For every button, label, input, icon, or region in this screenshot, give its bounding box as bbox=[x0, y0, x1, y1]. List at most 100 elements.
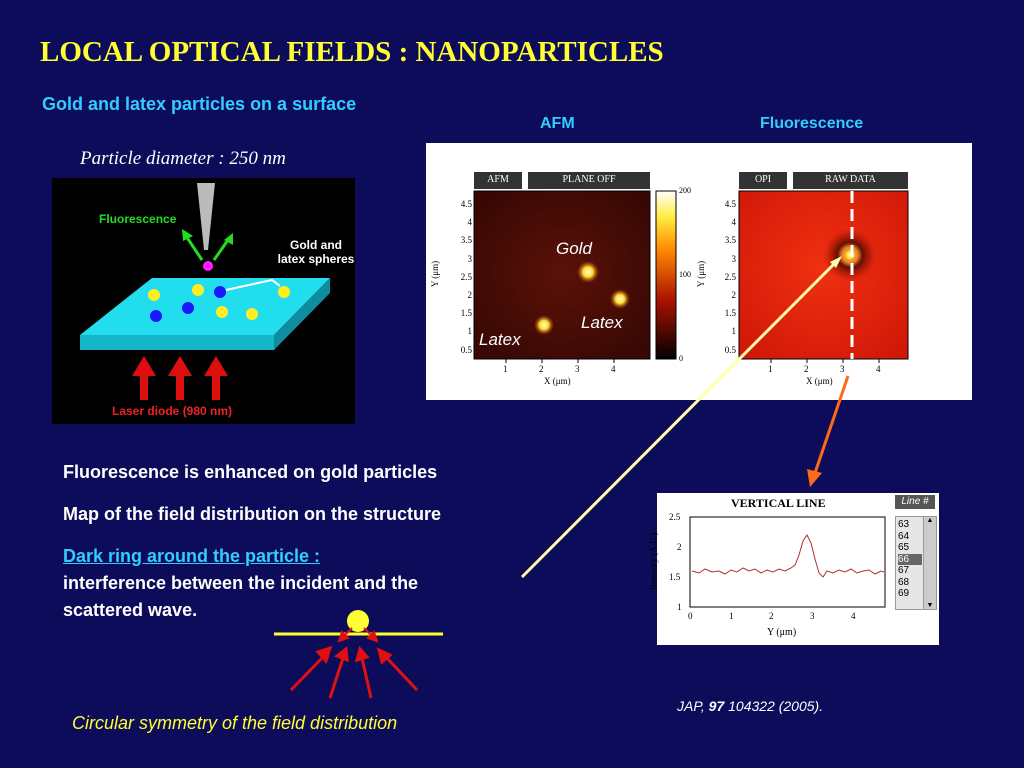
subtitle: Gold and latex particles on a surface bbox=[42, 94, 357, 114]
profile-y-tick: 2 bbox=[677, 542, 682, 552]
profile-y-tick: 1 bbox=[677, 602, 682, 612]
afm-x-label: X (μm) bbox=[544, 376, 571, 386]
fluo-x-tick: 4 bbox=[876, 364, 881, 374]
afm-tab-label[interactable]: AFM bbox=[487, 174, 509, 185]
latex-label-left: Latex bbox=[479, 330, 521, 349]
afm-tab bbox=[474, 172, 522, 189]
fluo-y-tick: 0.5 bbox=[724, 344, 736, 355]
afm-y-tick: 2 bbox=[467, 290, 473, 301]
substrate-front bbox=[80, 335, 274, 350]
line-list-items: 63 64 65 66 67 68 69 bbox=[898, 519, 922, 600]
afm-header: AFM bbox=[540, 115, 575, 132]
plane-off-tab bbox=[528, 172, 650, 189]
latex-particle-spot-2 bbox=[534, 315, 554, 335]
profile-x-tick: 1 bbox=[729, 611, 734, 621]
scroll-up-icon[interactable]: ▲ bbox=[926, 517, 934, 524]
tip-icon bbox=[197, 183, 215, 250]
line-list-item[interactable]: 65 bbox=[898, 542, 910, 553]
profile-title: VERTICAL LINE bbox=[731, 496, 826, 510]
afm-y-tick: 0.5 bbox=[460, 344, 472, 355]
fluo-x-tick: 2 bbox=[804, 364, 809, 374]
line-number-header: Line # bbox=[895, 495, 935, 509]
bullet-dark-ring: Dark ring around the particle : interfer… bbox=[63, 543, 418, 624]
colorbar bbox=[655, 190, 677, 360]
fluorescence-hotspot bbox=[842, 247, 858, 263]
caption: Circular symmetry of the field distribut… bbox=[72, 713, 398, 733]
colorbar-tick: 200 bbox=[679, 186, 691, 195]
afm-x-tick: 3 bbox=[575, 364, 580, 374]
laser-label: Laser diode (980 nm) bbox=[112, 404, 233, 418]
experiment-schematic: Fluorescence Gold and latex spheres Lase… bbox=[52, 178, 355, 424]
bullet-enhanced: Fluorescence is enhanced on gold particl… bbox=[63, 462, 438, 482]
substrate-top bbox=[80, 278, 330, 335]
fluo-x-tick: 3 bbox=[840, 364, 845, 374]
profile-x-tick: 3 bbox=[810, 611, 815, 621]
schematic-drawing bbox=[80, 183, 330, 400]
spheres-label-line2: latex spheres bbox=[277, 252, 355, 266]
fluo-y-ticks: 4.5 4 3.5 3 2.5 2 1.5 1 0.5 bbox=[716, 195, 736, 359]
fluo-y-tick: 4.5 bbox=[724, 199, 736, 209]
colorbar-tick: 0 bbox=[679, 354, 683, 363]
schematic-spheres-label: Gold and latex spheres bbox=[276, 238, 356, 266]
citation-journal: JAP, bbox=[677, 698, 709, 714]
dark-ring-text-1: interference between the incident and th… bbox=[63, 573, 419, 593]
afm-y-tick: 2.5 bbox=[460, 271, 472, 282]
raw-data-tab bbox=[793, 172, 908, 189]
dark-ring-text-2: scattered wave. bbox=[63, 600, 198, 620]
line-list-item[interactable]: 69 bbox=[898, 588, 910, 599]
gold-particle-spot bbox=[577, 261, 599, 283]
fluo-y-tick: 1 bbox=[731, 326, 737, 337]
afm-x-tick: 2 bbox=[539, 364, 544, 374]
afm-y-tick: 3.5 bbox=[460, 235, 472, 246]
citation: JAP, 97 104322 (2005). bbox=[677, 698, 823, 714]
line-list-item[interactable]: 63 bbox=[898, 519, 910, 530]
latex-particle-spot bbox=[610, 289, 630, 309]
plane-off-tab-label[interactable]: PLANE OFF bbox=[562, 174, 616, 185]
line-list-item[interactable]: 68 bbox=[898, 576, 910, 588]
connector-yellow bbox=[520, 258, 840, 579]
spheres-label-line1: Gold and bbox=[290, 238, 342, 252]
line-list[interactable]: 63 64 65 66 67 68 69 ▲ ▼ bbox=[895, 516, 937, 610]
line-list-item[interactable]: 64 bbox=[898, 530, 910, 542]
fluo-y-tick: 2 bbox=[731, 290, 737, 301]
particle-diameter: Particle diameter : 250 nm bbox=[80, 148, 286, 169]
fluo-y-tick: 1.5 bbox=[724, 308, 736, 319]
line-list-scrollbar[interactable]: ▲ ▼ bbox=[923, 517, 936, 609]
afm-x-tick: 4 bbox=[611, 364, 616, 374]
afm-y-tick: 3 bbox=[467, 253, 473, 264]
incident-arrows bbox=[289, 645, 419, 699]
line-list-item[interactable]: 67 bbox=[898, 565, 910, 576]
dark-ring-link[interactable]: Dark ring around the particle : bbox=[63, 546, 321, 566]
afm-y-tick: 1 bbox=[467, 326, 473, 337]
fluo-y-tick: 2.5 bbox=[724, 271, 736, 282]
colorbar-tick: 100 bbox=[679, 270, 691, 279]
line-list-item-selected[interactable]: 66 bbox=[898, 553, 922, 565]
afm-y-tick: 4 bbox=[467, 217, 473, 228]
fluorescence-header: Fluorescence bbox=[760, 115, 864, 132]
profile-x-tick: 4 bbox=[851, 611, 856, 621]
scattered-arrows bbox=[337, 627, 379, 643]
connector-orange bbox=[813, 375, 850, 474]
latex-label-right: Latex bbox=[581, 313, 623, 332]
opi-tab bbox=[739, 172, 787, 189]
afm-y-tick: 4.5 bbox=[460, 199, 472, 209]
citation-rest: 104322 (2005). bbox=[724, 698, 824, 714]
substrate-side bbox=[274, 278, 330, 350]
tip-particle bbox=[203, 261, 213, 271]
scroll-down-icon[interactable]: ▼ bbox=[926, 602, 934, 609]
bullet-field-map: Map of the field distribution on the str… bbox=[63, 504, 441, 524]
profile-x-tick: 0 bbox=[688, 611, 693, 621]
profile-x-tick: 2 bbox=[769, 611, 774, 621]
raw-data-tab-label[interactable]: RAW DATA bbox=[825, 174, 876, 185]
fluo-y-tick: 4 bbox=[731, 217, 737, 228]
profile-x-label: Y (μm) bbox=[767, 627, 797, 638]
images-panel: AFM PLANE OFF OPI RAW DATA 4.5 4 3.5 3 2… bbox=[426, 143, 972, 400]
page-title: LOCAL OPTICAL FIELDS : NANOPARTICLES bbox=[40, 36, 664, 68]
fluo-x-label: X (μm) bbox=[806, 376, 833, 386]
opi-tab-label[interactable]: OPI bbox=[754, 174, 772, 185]
profile-y-tick: 1.5 bbox=[669, 572, 681, 582]
afm-y-tick: 1.5 bbox=[460, 308, 472, 319]
particle-icon bbox=[347, 610, 369, 632]
schematic-fluorescence-label: Fluorescence bbox=[99, 212, 177, 226]
